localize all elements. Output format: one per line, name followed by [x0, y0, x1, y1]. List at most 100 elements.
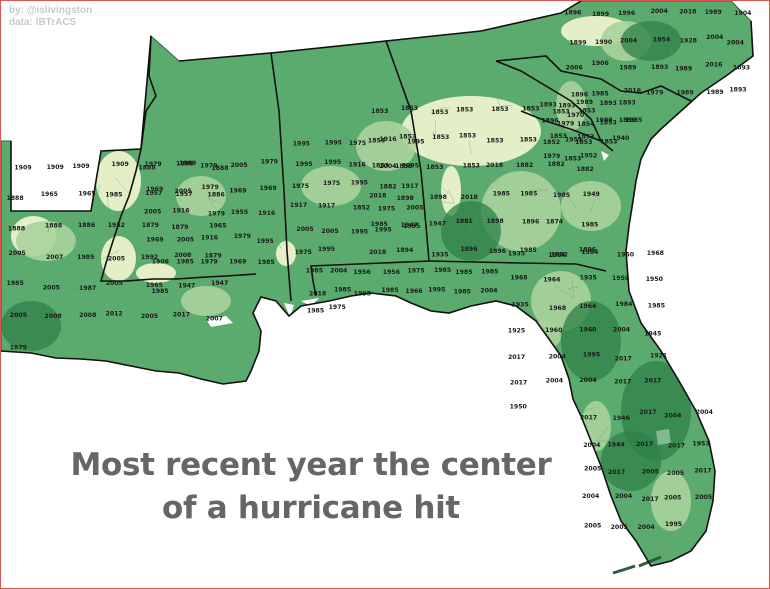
county-year-label: 1909 — [112, 161, 129, 168]
county-border — [134, 12, 159, 38]
county-year-label: 2018 — [369, 249, 386, 256]
county-border — [430, 107, 450, 114]
county-year-label: 1947 — [178, 282, 195, 289]
county-border — [60, 287, 80, 298]
county-year-label: 1854 — [577, 121, 595, 128]
county-year-label: 1985 — [493, 191, 510, 198]
county-year-label: 1917 — [401, 183, 418, 190]
county-year-label: 1995 — [293, 140, 310, 147]
county-year-label: 1975 — [295, 249, 312, 256]
county-year-label: 1906 — [592, 60, 609, 67]
county-year-label: 1979 — [200, 259, 217, 266]
county-year-label: 1985 — [306, 268, 323, 275]
county-border — [19, 129, 31, 145]
county-border — [207, 197, 221, 209]
county-year-label: 1935 — [512, 301, 529, 308]
county-border — [586, 167, 600, 181]
county-border — [266, 140, 277, 146]
county-year-label: 1947 — [429, 221, 446, 228]
county-year-label: 1853 — [599, 120, 616, 127]
county-border — [353, 538, 369, 566]
county-year-label: 1946 — [613, 415, 630, 422]
county-year-label: 1853 — [372, 163, 389, 170]
county-year-label: 1853 — [368, 137, 385, 144]
county-border — [100, 416, 115, 433]
county-year-label: 2005 — [106, 280, 123, 287]
county-year-label: 1893 — [651, 64, 668, 71]
county-year-label: 2008 — [79, 312, 96, 319]
county-year-label: 1985 — [648, 302, 665, 309]
county-year-label: 1965 — [209, 223, 226, 230]
county-year-label: 2005 — [296, 226, 313, 233]
county-year-label: 1893 — [619, 100, 636, 107]
county-year-label: 1995 — [665, 521, 682, 528]
county-year-label: 1975 — [329, 304, 346, 311]
county-border — [587, 85, 604, 109]
county-border — [655, 148, 675, 160]
county-border — [102, 229, 117, 239]
county-year-label: 1906 — [152, 258, 169, 265]
county-year-label: 1975 — [323, 180, 340, 187]
water-bay-mobile — [284, 303, 294, 317]
county-year-label: 2005 — [141, 313, 158, 320]
county-year-label: 1853 — [432, 134, 449, 141]
county-year-label: 1893 — [558, 102, 575, 109]
county-border — [397, 195, 416, 205]
county-border — [10, 434, 18, 459]
county-border — [336, 222, 339, 235]
county-year-label: 1985 — [334, 287, 351, 294]
county-year-label: 1916 — [379, 136, 396, 143]
county-year-label: 1853 — [395, 163, 412, 170]
county-year-label: 1985 — [434, 267, 451, 274]
county-year-label: 2007 — [46, 254, 63, 261]
county-year-label: 1985 — [77, 254, 94, 261]
county-year-label: 1989 — [675, 65, 692, 72]
county-year-label: 2004 — [546, 378, 564, 385]
county-year-label: 1853 — [456, 106, 473, 113]
county-border — [467, 44, 474, 60]
county-year-label: 1853 — [486, 137, 503, 144]
county-year-label: 1985 — [454, 289, 471, 296]
county-year-label: 2018 — [679, 8, 696, 15]
county-year-label: 1979 — [261, 158, 278, 165]
county-year-label: 1979 — [543, 153, 560, 160]
county-year-label: 2004 — [480, 288, 498, 295]
county-year-label: 1979 — [145, 161, 162, 168]
county-year-label: 1979 — [557, 120, 574, 127]
county-year-label: 2005 — [177, 236, 194, 243]
county-year-label: 1984 — [615, 301, 633, 308]
county-border — [300, 147, 310, 166]
county-shade — [136, 263, 176, 283]
county-year-label: 2005 — [9, 250, 26, 257]
county-year-label: 2018 — [461, 194, 478, 201]
county-year-label: 1888 — [6, 195, 23, 202]
county-year-label: 2005 — [584, 466, 601, 473]
county-year-label: 1979 — [646, 89, 663, 96]
county-border — [109, 9, 125, 30]
county-border — [590, 193, 602, 212]
county-border — [86, 526, 102, 549]
county-border — [104, 395, 121, 420]
county-border — [713, 166, 736, 187]
county-year-label: 1916 — [258, 210, 275, 217]
county-year-label: 1965 — [41, 191, 58, 198]
county-year-label: 1935 — [431, 251, 448, 258]
county-year-label: 1888 — [8, 226, 25, 233]
county-year-label: 1985 — [371, 221, 388, 228]
county-year-label: 1979 — [202, 184, 219, 191]
county-year-label: 1985 — [151, 288, 168, 295]
county-shade — [96, 151, 141, 211]
county-shade — [441, 201, 501, 261]
water-bay-pensacola — [301, 298, 319, 306]
county-year-label: 1959 — [565, 137, 582, 144]
county-year-label: 1935 — [508, 250, 525, 257]
county-border — [236, 26, 256, 36]
county-year-label: 1916 — [201, 235, 218, 242]
county-border — [519, 364, 542, 381]
county-shade — [301, 166, 361, 206]
county-year-label: 1928 — [680, 37, 697, 44]
county-year-label: 1952 — [580, 153, 597, 160]
county-year-label: 1995 — [407, 138, 424, 145]
county-border — [497, 32, 503, 54]
county-year-label: 1888 — [211, 165, 228, 172]
